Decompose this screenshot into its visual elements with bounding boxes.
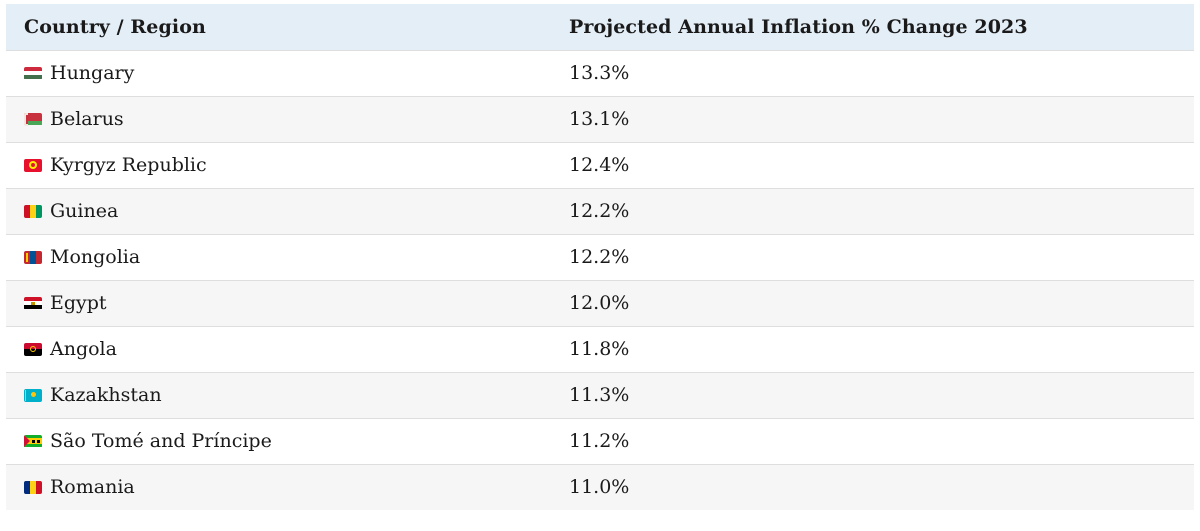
inflation-value: 11.8% — [569, 338, 630, 360]
table-row: Egypt 12.0% — [6, 280, 1194, 326]
inflation-value: 12.2% — [569, 246, 630, 268]
inflation-value: 12.2% — [569, 200, 630, 222]
inflation-value: 13.1% — [569, 108, 630, 130]
inflation-value: 13.3% — [569, 62, 630, 84]
hungary-flag-icon — [24, 66, 42, 80]
inflation-table: Country / Region Projected Annual Inflat… — [6, 4, 1194, 510]
table-row: Kyrgyz Republic 12.4% — [6, 142, 1194, 188]
table-row: Hungary 13.3% — [6, 50, 1194, 96]
table-row: São Tomé and Príncipe 11.2% — [6, 418, 1194, 464]
mongolia-flag-icon — [24, 250, 42, 264]
country-name: Kazakhstan — [50, 384, 162, 406]
country-cell: Egypt — [6, 280, 551, 326]
inflation-value: 11.2% — [569, 430, 630, 452]
country-name: São Tomé and Príncipe — [50, 430, 272, 452]
table-row: Angola 11.8% — [6, 326, 1194, 372]
country-cell: São Tomé and Príncipe — [6, 418, 551, 464]
country-cell: Angola — [6, 326, 551, 372]
inflation-value: 11.3% — [569, 384, 630, 406]
country-name: Mongolia — [50, 246, 141, 268]
country-cell: Kyrgyz Republic — [6, 142, 551, 188]
country-name: Belarus — [50, 108, 124, 130]
inflation-value: 12.4% — [569, 154, 630, 176]
header-row: Country / Region Projected Annual Inflat… — [6, 4, 1194, 50]
country-cell: Mongolia — [6, 234, 551, 280]
country-cell: Belarus — [6, 96, 551, 142]
inflation-table-container: Country / Region Projected Annual Inflat… — [6, 4, 1194, 510]
guinea-flag-icon — [24, 204, 42, 218]
inflation-value: 12.0% — [569, 292, 630, 314]
egypt-flag-icon — [24, 296, 42, 310]
angola-flag-icon — [24, 342, 42, 356]
table-body: Hungary 13.3% Belarus — [6, 50, 1194, 510]
kyrgyz-flag-icon — [24, 158, 42, 172]
column-header-country[interactable]: Country / Region — [24, 15, 206, 38]
romania-flag-icon — [24, 480, 42, 494]
country-cell: Romania — [6, 464, 551, 510]
sao-tome-flag-icon — [24, 434, 42, 448]
country-cell: Hungary — [6, 50, 551, 96]
table-header: Country / Region Projected Annual Inflat… — [6, 4, 1194, 50]
country-name: Angola — [50, 338, 117, 360]
country-name: Hungary — [50, 62, 135, 84]
table-row: Mongolia 12.2% — [6, 234, 1194, 280]
table-row: Guinea 12.2% — [6, 188, 1194, 234]
column-header-inflation[interactable]: Projected Annual Inflation % Change 2023 — [569, 15, 1028, 38]
country-name: Kyrgyz Republic — [50, 154, 207, 176]
country-name: Romania — [50, 476, 135, 499]
kazakhstan-flag-icon — [24, 388, 42, 402]
country-name: Guinea — [50, 200, 119, 222]
table-row: Romania 11.0% — [6, 464, 1194, 510]
inflation-value: 11.0% — [569, 476, 630, 499]
country-cell: Kazakhstan — [6, 372, 551, 418]
belarus-flag-icon — [24, 112, 42, 126]
table-row: Belarus 13.1% — [6, 96, 1194, 142]
table-row: Kazakhstan 11.3% — [6, 372, 1194, 418]
country-cell: Guinea — [6, 188, 551, 234]
country-name: Egypt — [50, 292, 107, 314]
